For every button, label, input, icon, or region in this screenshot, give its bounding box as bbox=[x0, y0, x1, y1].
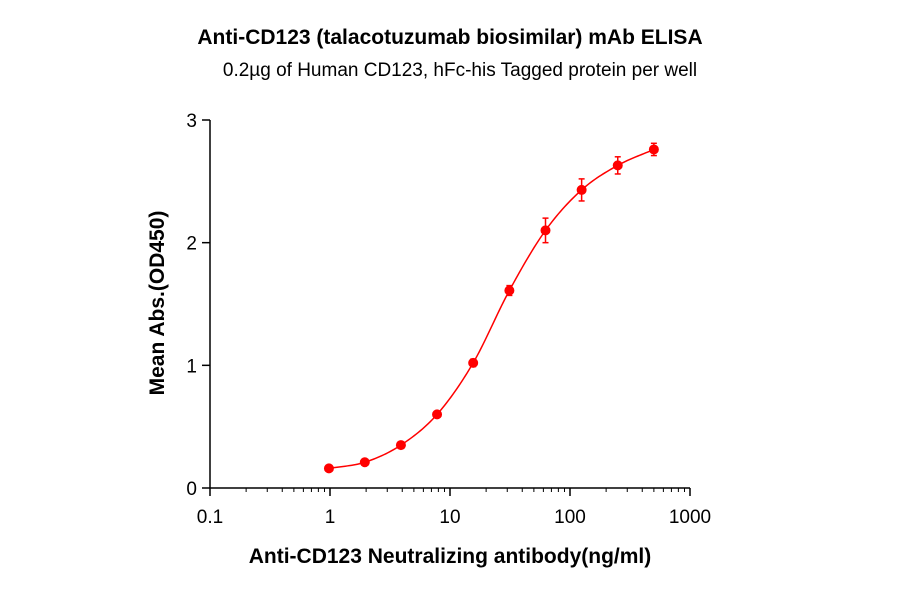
data-point bbox=[432, 409, 443, 420]
data-point bbox=[323, 463, 334, 474]
y-tick-label: 1 bbox=[186, 356, 197, 377]
data-point bbox=[648, 144, 659, 155]
data-point bbox=[468, 357, 479, 368]
data-point bbox=[359, 457, 370, 468]
data-points bbox=[323, 142, 659, 474]
data-point bbox=[576, 184, 587, 195]
ticks: 0 1 2 3 0.1 1 10 100 1000 bbox=[186, 111, 711, 528]
axes bbox=[209, 120, 690, 489]
x-tick-label: 1000 bbox=[669, 507, 711, 528]
y-tick-label: 2 bbox=[186, 234, 197, 255]
fit-curve-group bbox=[328, 148, 655, 470]
data-point bbox=[504, 285, 515, 296]
x-tick-label: 100 bbox=[554, 507, 586, 528]
x-axis-title: Anti-CD123 Neutralizing antibody(ng/ml) bbox=[249, 545, 652, 568]
chart-title: Anti-CD123 (talacotuzumab biosimilar) mA… bbox=[197, 26, 703, 49]
data-point bbox=[612, 160, 623, 171]
fit-curve bbox=[328, 148, 655, 470]
y-tick-label: 3 bbox=[186, 111, 197, 132]
y-axis-title: Mean Abs.(OD450) bbox=[146, 211, 169, 396]
x-tick-label: 10 bbox=[439, 507, 460, 528]
x-tick-label: 0.1 bbox=[197, 507, 223, 528]
chart-subtitle: 0.2µg of Human CD123, hFc-his Tagged pro… bbox=[222, 60, 698, 81]
data-point bbox=[395, 440, 406, 451]
x-tick-label: 1 bbox=[325, 507, 336, 528]
data-point bbox=[540, 225, 551, 236]
y-tick-label: 0 bbox=[186, 479, 197, 500]
